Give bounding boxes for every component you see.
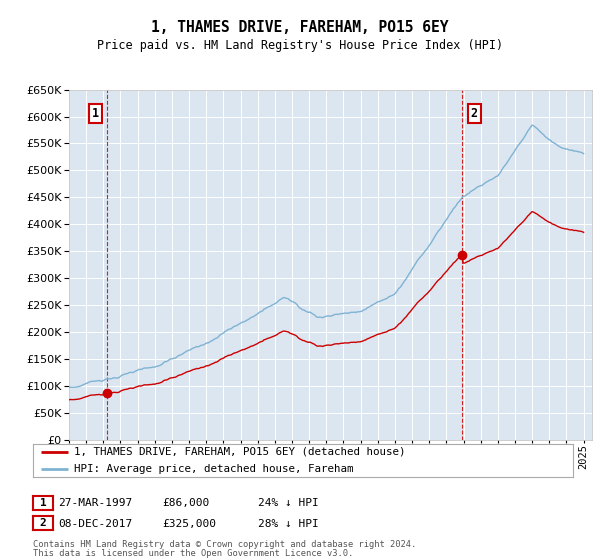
Text: 27-MAR-1997: 27-MAR-1997 [58, 498, 133, 508]
Text: Contains HM Land Registry data © Crown copyright and database right 2024.: Contains HM Land Registry data © Crown c… [33, 540, 416, 549]
Text: £86,000: £86,000 [162, 498, 209, 508]
Text: 08-DEC-2017: 08-DEC-2017 [58, 519, 133, 529]
Text: HPI: Average price, detached house, Fareham: HPI: Average price, detached house, Fare… [74, 464, 353, 474]
Text: 2: 2 [471, 108, 478, 120]
Text: 1: 1 [40, 498, 46, 507]
Text: 1, THAMES DRIVE, FAREHAM, PO15 6EY (detached house): 1, THAMES DRIVE, FAREHAM, PO15 6EY (deta… [74, 447, 405, 457]
Text: 24% ↓ HPI: 24% ↓ HPI [258, 498, 319, 508]
Text: 28% ↓ HPI: 28% ↓ HPI [258, 519, 319, 529]
Text: 1: 1 [92, 108, 99, 120]
Text: Price paid vs. HM Land Registry's House Price Index (HPI): Price paid vs. HM Land Registry's House … [97, 39, 503, 52]
Text: 2: 2 [40, 519, 46, 528]
Text: 1, THAMES DRIVE, FAREHAM, PO15 6EY: 1, THAMES DRIVE, FAREHAM, PO15 6EY [151, 20, 449, 35]
Text: This data is licensed under the Open Government Licence v3.0.: This data is licensed under the Open Gov… [33, 549, 353, 558]
Text: £325,000: £325,000 [162, 519, 216, 529]
